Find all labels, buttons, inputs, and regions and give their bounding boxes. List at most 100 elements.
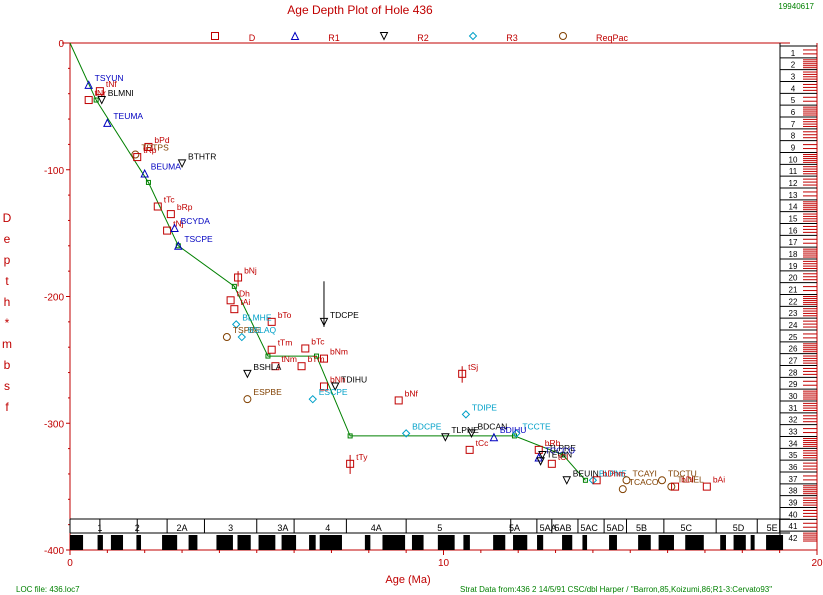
polarity-block: [162, 535, 178, 550]
datum-marker: [592, 476, 601, 485]
datum-marker: [226, 296, 235, 305]
datum-marker: [243, 395, 252, 404]
datum-label: BDCAN: [478, 421, 508, 431]
datum-marker: [267, 317, 276, 326]
datum-marker: [702, 482, 711, 491]
datum-label: tSj: [468, 362, 478, 372]
datum-marker: [301, 344, 310, 353]
y-tick-label-4: -400: [44, 546, 64, 557]
datum-label: TDIHU: [341, 374, 367, 384]
datum-label: TSPBE: [233, 325, 261, 335]
core-label: 36: [789, 463, 798, 472]
core-label: 29: [789, 380, 798, 389]
core-label: 27: [789, 357, 798, 366]
loc-node: [347, 433, 353, 439]
polarity-block: [237, 535, 251, 550]
datum-label: BDIHU: [500, 425, 526, 435]
polarity-block: [766, 535, 784, 550]
datum-label: TEUIN: [547, 449, 573, 459]
line-of-correlation: [69, 42, 586, 481]
datum-marker: [237, 332, 247, 342]
chron-label: 5E: [767, 523, 778, 533]
chron-label: 5A: [509, 523, 520, 533]
core-label: 30: [789, 392, 798, 401]
datum-label: bDhm: [603, 468, 626, 478]
datum-marker: [271, 362, 280, 371]
loc-node: [265, 353, 271, 359]
core-label: 9: [791, 144, 796, 153]
datum-label: ESCPE: [319, 387, 348, 397]
polarity-block: [658, 535, 674, 550]
datum-label: TDIPE: [472, 402, 497, 412]
legend-marker-2: [379, 32, 389, 41]
datum-marker: [297, 362, 306, 371]
datum-label: ESPBE: [253, 387, 282, 397]
y-label-char: b: [4, 358, 11, 372]
datum-label: BLMHE: [242, 312, 272, 322]
core-label: 18: [789, 250, 798, 259]
polarity-block: [513, 535, 528, 550]
chron-label: 2A: [177, 523, 188, 533]
datum-marker: [84, 96, 93, 105]
datum-label: BSHLA: [253, 362, 281, 372]
datum-marker: [330, 382, 340, 392]
datum-label: tTm: [278, 338, 293, 348]
polarity-block: [97, 535, 103, 550]
chron-label: 4A: [371, 523, 382, 533]
core-label: 23: [789, 309, 798, 318]
y-label-char: f: [5, 400, 9, 414]
core-label: 22: [789, 297, 798, 306]
y-tick-label-2: -200: [44, 293, 64, 304]
datum-label: BTHTR: [188, 151, 216, 161]
polarity-block: [750, 535, 755, 550]
datum-label: bDl: [681, 475, 694, 485]
legend-marker-1: [290, 31, 300, 40]
datum-label: tNf: [106, 79, 118, 89]
datum-marker: [562, 476, 572, 485]
datum-label: bNm: [330, 347, 348, 357]
datum-label: bNf: [405, 388, 419, 398]
datum-marker: [308, 394, 317, 404]
datum-marker: [512, 429, 521, 438]
datum-label: bRp: [177, 202, 193, 212]
datum-label: tTc: [164, 195, 176, 205]
core-label: 31: [789, 404, 798, 413]
datum-label: BLMNI: [108, 88, 134, 98]
datum-marker: [489, 432, 499, 442]
datum-label: TSCPE: [184, 234, 213, 244]
polarity-block: [582, 535, 588, 550]
datum-marker: [153, 202, 162, 211]
core-label: 35: [789, 451, 798, 460]
datum-marker: [319, 317, 329, 327]
datum-marker: [234, 273, 243, 282]
polarity-block: [493, 535, 506, 550]
datum-marker: [618, 485, 627, 494]
datum-label: TDCPE: [330, 310, 359, 320]
y-tick-label-1: -100: [44, 166, 64, 177]
datum-marker: [95, 87, 104, 96]
datum-label: bRb: [545, 438, 561, 448]
datum-label: BDCPE: [412, 421, 442, 431]
core-column: 1234567891011121314151617181920212223242…: [779, 43, 817, 550]
core-label: 28: [789, 368, 798, 377]
core-label: 19: [789, 262, 798, 271]
legend: D R1 R2 R3 ReqPac: [211, 31, 629, 43]
x-tick-label-2: 20: [811, 558, 823, 569]
core-label: 11: [789, 167, 798, 176]
core-label: 26: [789, 345, 798, 354]
datum-label: BCYDA: [181, 216, 211, 226]
core-label: 7: [791, 120, 796, 129]
datum-label: tRp: [143, 145, 157, 155]
datum-marker: [230, 305, 239, 314]
datum-label: tTy: [356, 452, 368, 462]
datum-label: bAi: [713, 475, 725, 485]
datum-marker: [177, 159, 187, 169]
chron-label: 5C: [681, 523, 693, 533]
core-label: 40: [789, 510, 798, 519]
datum-label: bTc: [311, 336, 325, 346]
datum-label: bNj: [244, 265, 257, 275]
core-label: 21: [789, 286, 798, 295]
